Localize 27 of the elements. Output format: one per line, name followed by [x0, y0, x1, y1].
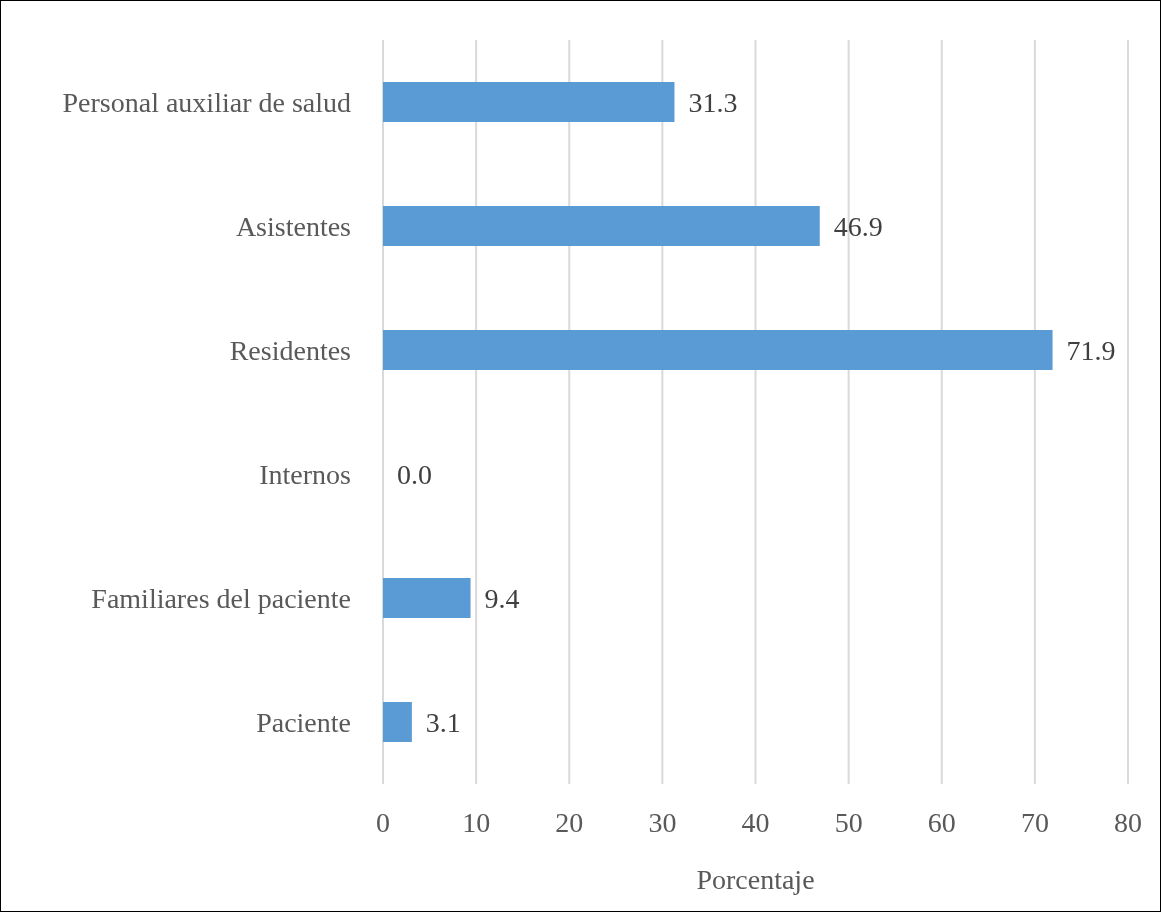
- y-tick-label: Personal auxiliar de salud: [62, 86, 351, 118]
- y-tick-label: Residentes: [229, 334, 351, 366]
- y-tick-label: Internos: [259, 458, 351, 490]
- x-axis-title: Porcentaje: [696, 864, 815, 895]
- data-label: 3.1: [425, 706, 461, 738]
- data-label: 71.9: [1066, 334, 1116, 366]
- x-tick-label: 70: [1020, 806, 1049, 838]
- y-tick-label: Familiares del paciente: [91, 582, 351, 614]
- bar: [383, 702, 412, 742]
- x-tick-label: 0: [376, 806, 390, 838]
- x-tick-label: 10: [462, 806, 491, 838]
- data-label: 31.3: [688, 86, 738, 118]
- x-tick-label: 40: [741, 806, 770, 838]
- bar: [383, 82, 675, 122]
- data-label: 46.9: [833, 210, 883, 242]
- x-tick-label: 30: [648, 806, 677, 838]
- x-tick-label: 80: [1114, 806, 1142, 838]
- x-tick-label: 20: [555, 806, 584, 838]
- x-tick-label: 60: [927, 806, 956, 838]
- bar: [383, 578, 471, 618]
- y-tick-label: Asistentes: [235, 210, 351, 242]
- bar: [383, 206, 820, 246]
- y-tick-label: Paciente: [256, 706, 351, 738]
- x-tick-label: 50: [834, 806, 863, 838]
- data-label: 9.4: [484, 582, 520, 614]
- bar: [383, 330, 1053, 370]
- data-label: 0.0: [397, 458, 432, 490]
